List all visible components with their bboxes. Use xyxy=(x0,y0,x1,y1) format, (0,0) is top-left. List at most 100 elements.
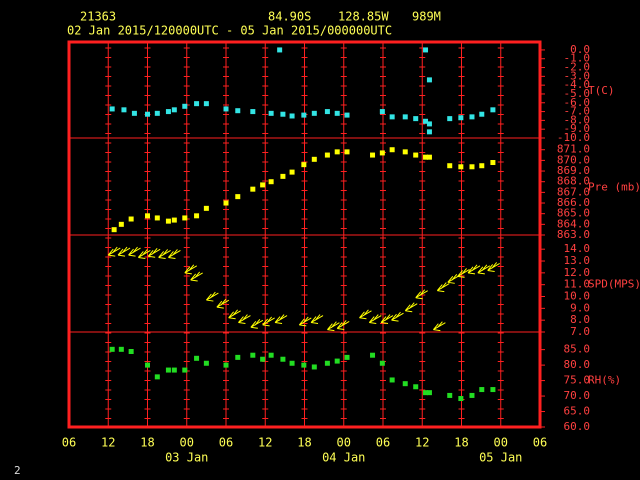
data-point xyxy=(250,186,256,192)
data-point xyxy=(301,362,307,368)
data-point xyxy=(423,47,429,53)
data-point xyxy=(182,215,188,221)
data-point xyxy=(194,213,200,219)
y-tick-label: -2.0 xyxy=(564,61,591,74)
data-point xyxy=(165,109,171,115)
data-point xyxy=(479,111,485,117)
data-point xyxy=(165,367,171,373)
wind-barb xyxy=(107,246,121,257)
data-point xyxy=(413,116,419,122)
data-point xyxy=(301,162,307,168)
period: 02 Jan 2015/120000UTC - 05 Jan 2015/0000… xyxy=(67,24,392,38)
x-tick-label: 06 xyxy=(533,436,547,450)
wind-barb xyxy=(147,247,161,258)
data-point xyxy=(268,110,274,116)
data-point xyxy=(426,77,432,83)
y-tick-label: 8.0 xyxy=(570,313,590,326)
y-tick-label: -6.0 xyxy=(564,96,591,109)
x-tick-label: 00 xyxy=(180,436,194,450)
wind-barb xyxy=(310,314,324,325)
y-axis-label: RH(%) xyxy=(588,374,621,387)
wind-barb xyxy=(262,316,275,327)
x-tick-label: 00 xyxy=(337,436,351,450)
data-point xyxy=(423,118,429,124)
data-point xyxy=(426,129,432,135)
data-point xyxy=(469,114,475,120)
data-point xyxy=(109,346,115,352)
data-point xyxy=(203,205,209,211)
data-point xyxy=(458,396,464,402)
y-tick-label: 0.0 xyxy=(570,43,590,56)
data-point xyxy=(490,160,496,166)
y-tick-label: 75.0 xyxy=(564,374,591,387)
wind-barb xyxy=(137,249,151,259)
y-tick-label: 7.0 xyxy=(570,325,590,338)
data-point xyxy=(379,150,385,156)
data-point xyxy=(128,348,134,354)
data-point xyxy=(344,149,350,155)
data-point xyxy=(413,384,419,390)
data-point xyxy=(370,152,376,158)
data-point xyxy=(479,387,485,393)
data-point xyxy=(311,110,317,116)
wind-barb xyxy=(368,314,382,325)
wind-barb xyxy=(216,298,230,309)
wind-barb xyxy=(228,309,241,320)
data-point xyxy=(344,112,350,118)
data-point xyxy=(344,354,350,360)
data-point xyxy=(402,114,408,120)
y-tick-label: 868.0 xyxy=(557,175,590,188)
data-point xyxy=(402,149,408,155)
x-date-label: 04 Jan xyxy=(322,451,365,465)
y-tick-label: -1.0 xyxy=(564,52,591,65)
data-point xyxy=(447,163,453,169)
data-point xyxy=(171,217,177,223)
y-tick-label: 10.0 xyxy=(564,290,591,303)
y-tick-label: 863.0 xyxy=(557,228,590,241)
data-point xyxy=(469,164,475,170)
wind-barb xyxy=(404,302,418,313)
data-point xyxy=(223,106,229,112)
y-tick-label: 867.0 xyxy=(557,185,590,198)
data-point xyxy=(203,101,209,107)
x-tick-label: 18 xyxy=(454,436,468,450)
x-date-label: 03 Jan xyxy=(165,451,208,465)
y-tick-label: 65.0 xyxy=(564,405,591,418)
y-tick-label: 9.0 xyxy=(570,301,590,314)
data-point xyxy=(111,227,117,233)
data-point xyxy=(235,194,241,200)
y-tick-label: 869.0 xyxy=(557,164,590,177)
y-tick-label: -5.0 xyxy=(564,87,591,100)
data-point xyxy=(260,356,266,362)
data-point xyxy=(280,111,286,117)
data-point xyxy=(289,169,295,175)
data-point xyxy=(311,364,317,370)
data-point xyxy=(118,221,124,227)
y-tick-label: 865.0 xyxy=(557,207,590,220)
x-tick-label: 12 xyxy=(415,436,429,450)
data-point xyxy=(194,101,200,107)
data-point xyxy=(423,154,429,160)
data-point xyxy=(426,121,432,127)
data-point xyxy=(289,360,295,366)
wind-barb xyxy=(380,314,394,325)
data-point xyxy=(223,362,229,368)
data-point xyxy=(289,113,295,119)
y-tick-label: -4.0 xyxy=(564,78,591,91)
wind-barb xyxy=(274,314,288,325)
wind-barb xyxy=(477,264,491,275)
data-point xyxy=(154,215,160,221)
station-id: 21363 xyxy=(80,10,116,24)
data-point xyxy=(447,392,453,398)
plot-area xyxy=(105,42,504,427)
y-tick-label: -3.0 xyxy=(564,69,591,82)
wind-barb xyxy=(457,268,470,278)
data-point xyxy=(203,360,209,366)
data-point xyxy=(268,179,274,185)
data-point xyxy=(182,103,188,109)
y-tick-label: 60.0 xyxy=(564,420,591,433)
data-point xyxy=(379,360,385,366)
y-tick-label: 14.0 xyxy=(564,242,591,255)
page-number: 2 xyxy=(14,464,21,477)
x-tick-label: 12 xyxy=(258,436,272,450)
